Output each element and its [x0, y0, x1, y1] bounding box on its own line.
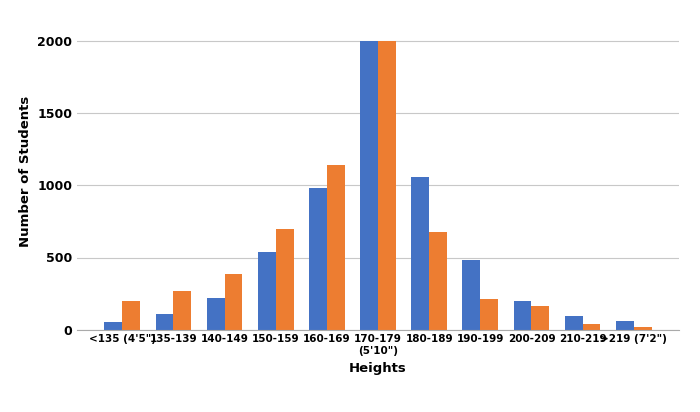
Bar: [174, 291, 191, 330]
Bar: [309, 188, 327, 330]
Bar: [276, 229, 293, 330]
Bar: [155, 314, 174, 330]
Bar: [411, 177, 429, 330]
Bar: [327, 165, 345, 330]
Bar: [514, 302, 531, 330]
Bar: [582, 324, 601, 330]
Bar: [634, 327, 652, 330]
Bar: [616, 321, 634, 330]
Bar: [225, 274, 242, 330]
Bar: [565, 316, 582, 330]
X-axis label: Heights: Heights: [349, 362, 407, 375]
Bar: [429, 232, 447, 330]
Bar: [378, 41, 396, 330]
Bar: [206, 298, 225, 330]
Bar: [104, 323, 122, 330]
Bar: [360, 41, 378, 330]
Bar: [480, 300, 498, 330]
Bar: [531, 306, 550, 330]
Bar: [122, 301, 140, 330]
Y-axis label: Number of Students: Number of Students: [19, 95, 32, 247]
Bar: [258, 252, 276, 330]
Bar: [463, 260, 480, 330]
